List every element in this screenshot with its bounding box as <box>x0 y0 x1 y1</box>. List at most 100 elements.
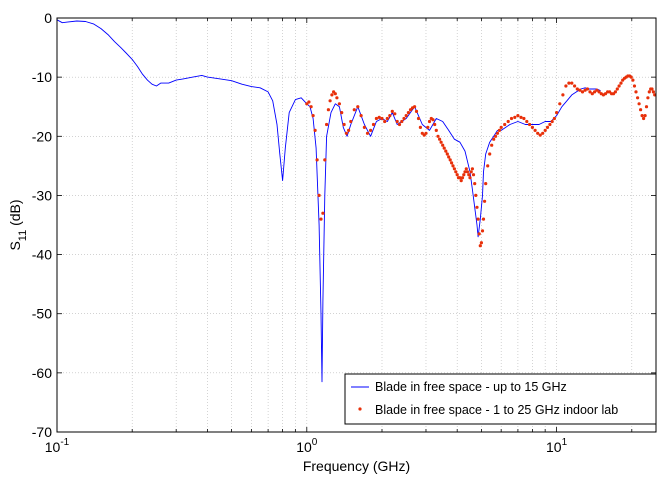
data-point-indoor-lab <box>377 115 381 119</box>
data-point-indoor-lab <box>438 137 442 141</box>
data-point-indoor-lab <box>541 131 545 135</box>
data-point-indoor-lab <box>495 131 500 135</box>
data-point-indoor-lab <box>340 111 344 115</box>
data-point-indoor-lab <box>533 128 537 132</box>
x-tick-label: 100 <box>296 437 318 455</box>
data-point-indoor-lab <box>315 158 319 162</box>
data-point-indoor-lab <box>448 158 452 162</box>
grid <box>57 18 656 432</box>
data-point-indoor-lab <box>439 140 443 144</box>
data-point-indoor-lab <box>564 84 568 88</box>
y-axis-label-unit: (dB) <box>7 199 23 229</box>
data-point-indoor-lab <box>442 146 446 150</box>
data-point-indoor-lab <box>595 88 599 92</box>
legend-swatch-red-dot <box>358 407 362 411</box>
data-point-indoor-lab <box>593 90 597 94</box>
y-tick-label: -30 <box>32 187 52 203</box>
data-point-indoor-lab <box>413 105 417 109</box>
data-point-indoor-lab <box>337 102 341 106</box>
data-point-indoor-lab <box>637 102 641 106</box>
data-point-indoor-lab <box>385 116 389 121</box>
data-point-indoor-lab <box>424 131 428 135</box>
data-point-indoor-lab <box>418 125 422 129</box>
data-point-indoor-lab <box>458 176 462 180</box>
data-point-indoor-lab <box>427 119 432 124</box>
y-tick-label: -50 <box>32 306 52 322</box>
y-axis-label: S11 (dB) <box>7 199 29 250</box>
data-point-indoor-lab <box>468 176 472 180</box>
legend-label-indoor-lab-25ghz: Blade in free space - 1 to 25 GHz indoor… <box>375 403 618 417</box>
data-point-indoor-lab <box>395 119 399 124</box>
data-point-indoor-lab <box>352 108 356 112</box>
data-point-indoor-lab <box>636 96 640 100</box>
data-point-indoor-lab <box>646 96 650 100</box>
data-point-indoor-lab <box>434 128 438 132</box>
data-point-indoor-lab <box>463 170 467 174</box>
data-point-indoor-lab <box>365 131 370 135</box>
data-point-indoor-lab <box>455 173 459 177</box>
data-point-indoor-lab <box>613 90 618 94</box>
data-point-indoor-lab <box>643 114 647 118</box>
data-point-indoor-lab <box>445 152 449 156</box>
data-point-indoor-lab <box>506 119 510 124</box>
data-point-indoor-lab <box>522 116 526 121</box>
data-point-indoor-lab <box>307 100 311 104</box>
data-point-indoor-lab <box>558 102 562 106</box>
data-point-indoor-lab <box>313 128 317 132</box>
series-free-space-15ghz <box>56 19 601 383</box>
data-point-indoor-lab <box>369 128 373 132</box>
data-point-indoor-lab <box>525 119 529 124</box>
data-point-indoor-lab <box>460 176 465 180</box>
data-point-indoor-lab <box>342 122 346 127</box>
data-point-indoor-lab <box>473 182 477 186</box>
y-tick-label: 0 <box>44 10 52 26</box>
data-point-indoor-lab <box>459 179 463 183</box>
data-point-indoor-lab <box>545 125 550 129</box>
data-point-indoor-lab <box>550 119 554 124</box>
data-point-indoor-lab <box>538 133 542 137</box>
data-point-indoor-lab <box>335 96 339 100</box>
data-point-indoor-lab <box>516 114 520 118</box>
x-tick-base: 10 <box>546 439 562 455</box>
x-axis-label: Frequency (GHz) <box>303 458 410 474</box>
data-point-indoor-lab <box>319 217 323 221</box>
data-point-indoor-lab <box>326 108 330 112</box>
data-point-indoor-lab <box>305 102 309 106</box>
legend-box <box>344 373 657 425</box>
series-line-free-space-15ghz <box>56 19 601 383</box>
x-tick-exponent: 1 <box>562 437 568 448</box>
data-point-indoor-lab <box>349 119 353 124</box>
data-point-indoor-lab <box>467 173 471 177</box>
plot-frame <box>56 17 657 433</box>
data-point-indoor-lab <box>631 78 635 82</box>
data-point-indoor-lab <box>615 87 619 91</box>
data-point-indoor-lab <box>632 84 637 88</box>
x-tick-base: 10 <box>45 439 61 455</box>
y-axis-label-subscript: 11 <box>17 230 29 241</box>
data-point-indoor-lab <box>454 170 458 174</box>
data-point-indoor-lab <box>447 155 451 159</box>
data-point-indoor-lab <box>325 122 329 127</box>
data-point-indoor-lab <box>465 170 470 174</box>
data-point-indoor-lab <box>647 90 651 94</box>
y-tick-label: -70 <box>32 424 52 440</box>
data-point-indoor-lab <box>309 105 313 109</box>
data-point-indoor-lab <box>552 116 557 121</box>
data-point-indoor-lab <box>488 152 492 156</box>
data-point-indoor-lab <box>431 118 435 122</box>
data-point-indoor-lab <box>362 125 366 129</box>
data-point-indoor-lab <box>433 122 437 127</box>
data-point-indoor-lab <box>580 90 585 94</box>
data-point-indoor-lab <box>444 149 448 153</box>
data-point-indoor-lab <box>513 115 517 119</box>
data-point-indoor-lab <box>344 131 348 135</box>
y-tick-label: -40 <box>32 247 52 263</box>
y-tick-label: -20 <box>32 128 52 144</box>
data-point-indoor-lab <box>619 81 623 85</box>
data-point-indoor-lab <box>462 173 466 177</box>
data-point-indoor-lab <box>478 244 482 248</box>
x-tick-base: 10 <box>296 439 312 455</box>
data-point-indoor-lab <box>402 116 406 121</box>
data-point-indoor-lab <box>450 161 454 165</box>
